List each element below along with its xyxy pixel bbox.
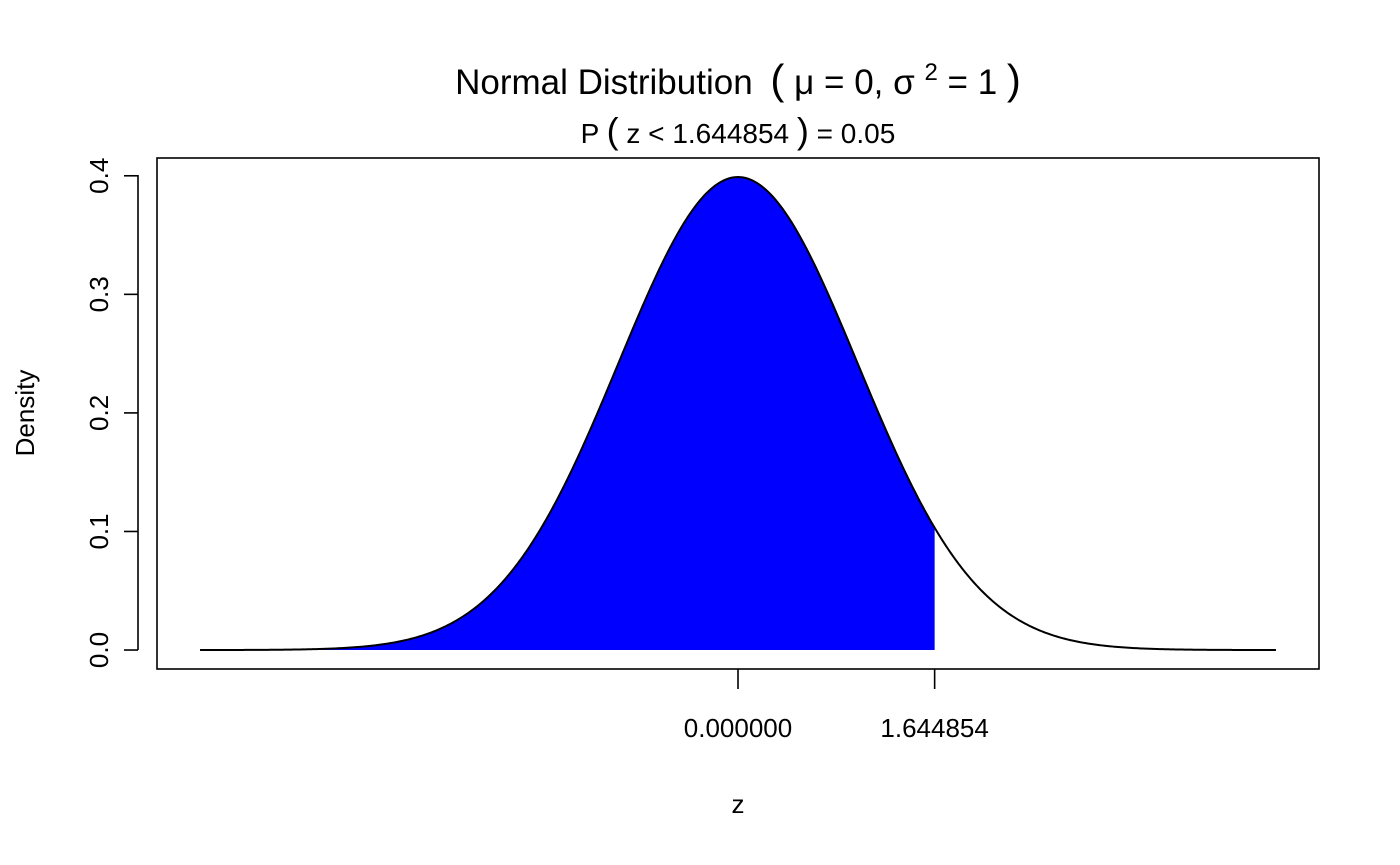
chart-subtitle-prefix: P — [581, 118, 599, 149]
chart-subtitle-inner: z < 1.644854 — [626, 118, 789, 149]
chart-title-close-paren: ) — [1007, 56, 1021, 103]
x-tick-label: 0.000000 — [684, 713, 792, 743]
chart-title-prefix: Normal Distribution — [455, 63, 753, 102]
density-curve — [200, 176, 1276, 652]
y-tick-label: 0.0 — [84, 632, 114, 668]
y-tick-label: 0.3 — [84, 276, 114, 312]
chart-subtitle-open-paren: ( — [607, 110, 619, 151]
chart-title-superscript: 2 — [924, 59, 937, 86]
x-tick-label: 1.644854 — [880, 713, 988, 743]
shaded-area-left-tail — [200, 177, 935, 651]
y-axis-label: Density — [10, 370, 40, 457]
chart-subtitle-suffix: = 0.05 — [817, 118, 896, 149]
chart-title-sigma-tail: = 1 — [948, 63, 998, 102]
chart-title: Normal Distribution ( μ = 0, σ 2 = 1 ) — [455, 49, 1021, 103]
x-axis-label: z — [732, 789, 745, 819]
y-tick-label: 0.1 — [84, 513, 114, 549]
y-tick-label: 0.4 — [84, 158, 114, 194]
chart-subtitle-close-paren: ) — [797, 110, 809, 151]
y-tick-label: 0.2 — [84, 395, 114, 431]
chart-subtitle: P ( z < 1.644854 ) = 0.05 — [581, 110, 896, 151]
chart-title-params: μ = 0, σ — [794, 63, 915, 102]
x-axis: 0.000000 1.644854 — [684, 669, 989, 743]
y-axis: 0.0 0.1 0.2 0.3 0.4 — [84, 158, 139, 668]
chart-title-open-paren: ( — [770, 56, 784, 103]
